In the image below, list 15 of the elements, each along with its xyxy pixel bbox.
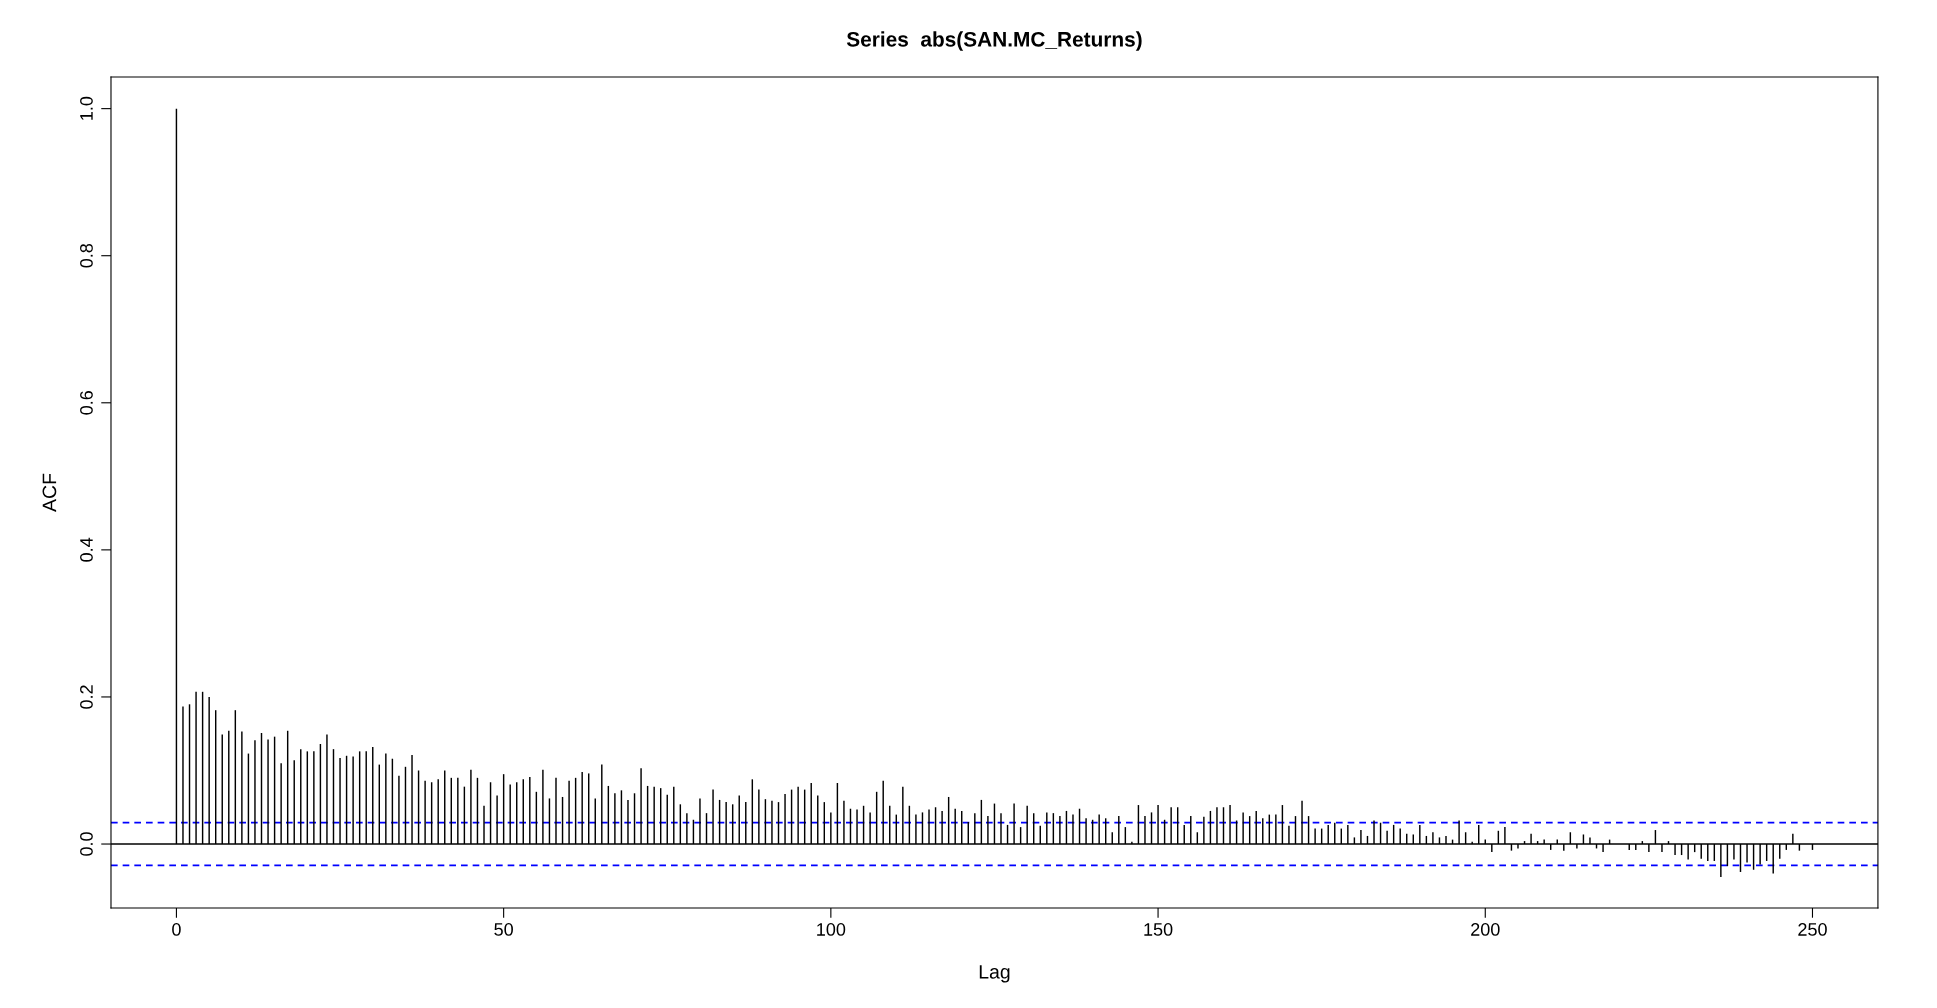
y-tick-label: 0.2 [80, 685, 93, 709]
y-tick-label: 1.0 [80, 96, 93, 120]
x-tick-label: 50 [494, 923, 513, 936]
y-tick-label: 0.0 [80, 832, 93, 856]
x-tick-label: 200 [1471, 923, 1500, 936]
x-tick-label: 150 [1144, 923, 1173, 936]
y-axis-title: ACF [42, 473, 57, 512]
x-tick-label: 100 [817, 923, 846, 936]
chart-title: Series abs(SAN.MC_Returns) [846, 31, 1142, 51]
y-tick-label: 0.8 [80, 243, 93, 268]
y-tick-label: 0.6 [80, 391, 93, 415]
x-tick-label: 250 [1798, 923, 1827, 936]
y-tick-label: 0.4 [80, 537, 93, 562]
x-tick-label: 0 [172, 923, 181, 936]
x-axis-title: Lag [979, 965, 1010, 983]
